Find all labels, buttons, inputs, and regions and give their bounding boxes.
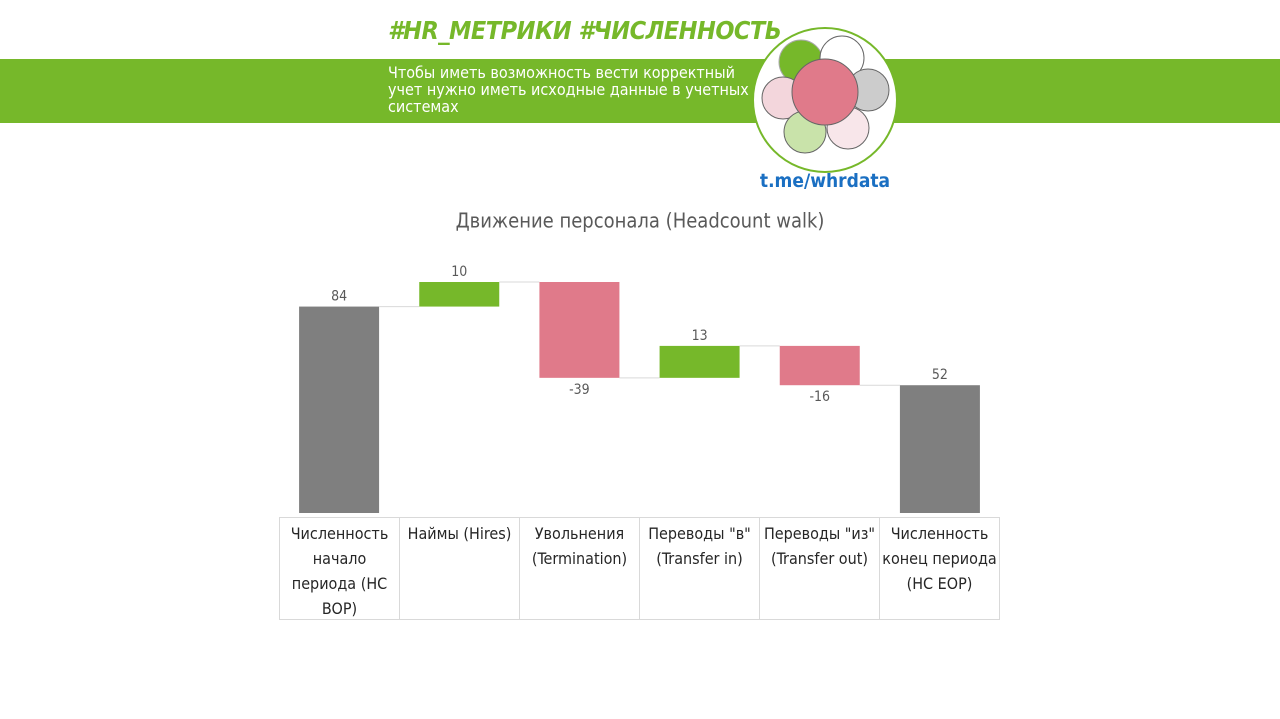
data-label: 84 (331, 289, 347, 305)
category-label: Наймы (Hires) (399, 518, 519, 619)
data-label: 13 (692, 328, 708, 344)
logo (752, 27, 898, 173)
bar (899, 385, 980, 513)
bar (419, 282, 500, 307)
page-title: #HR_МЕТРИКИ #ЧИСЛЕННОСТЬ (388, 16, 782, 45)
bar (539, 282, 620, 378)
data-label: -39 (569, 382, 590, 398)
page-subtitle: Чтобы иметь возможность вести корректный… (388, 63, 749, 116)
data-label: 10 (451, 264, 467, 280)
bar (779, 345, 860, 386)
chart-title: Движение персонала (Headcount walk) (456, 209, 825, 233)
header-band (0, 59, 1280, 123)
category-label: Переводы "в" (Transfer in) (639, 518, 759, 619)
data-label: -16 (809, 389, 830, 405)
category-label: Увольнения (Termination) (519, 518, 639, 619)
bar (299, 306, 380, 513)
link: t.me/whrdata (759, 170, 891, 192)
category-label: Переводы "из" (Transfer out) (759, 518, 879, 619)
data-label: 52 (932, 367, 948, 383)
category-row: Численность начало периода (HC BOP) Наймы… (279, 517, 1000, 620)
bar (659, 345, 740, 378)
category-label: Численность начало периода (HC BOP) (279, 518, 399, 619)
category-label: Численность конец периода (HC EOP) (879, 518, 1000, 619)
